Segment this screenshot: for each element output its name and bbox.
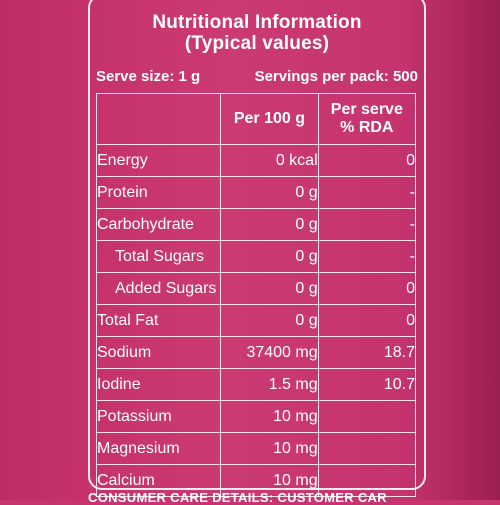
header-nutrient: [97, 94, 221, 145]
rda-value: -: [318, 177, 415, 209]
header-rda-line-2: % RDA: [319, 119, 415, 137]
rda-value: [318, 433, 415, 465]
per-100g-value: 1.5 mg: [221, 369, 318, 401]
nutrient-name: Total Fat: [97, 305, 221, 337]
header-per-100g: Per 100 g: [221, 94, 318, 145]
table-row: Carbohydrate 0 g -: [97, 209, 416, 241]
rda-value: -: [318, 241, 415, 273]
consumer-care-text: CONSUMER CARE DETAILS: CUSTOMER CAR: [88, 490, 500, 505]
rda-value: 10.7: [318, 369, 415, 401]
nutrient-name: Sodium: [97, 337, 221, 369]
per-100g-value: 0 g: [221, 241, 318, 273]
serving-info: Serve size: 1 g Servings per pack: 500: [88, 66, 426, 88]
nutrient-name: Carbohydrate: [97, 209, 221, 241]
per-100g-value: 37400 mg: [221, 337, 318, 369]
table-row: Added Sugars 0 g 0: [97, 273, 416, 305]
header-rda-line-1: Per serve: [319, 101, 415, 119]
table-row: Total Sugars 0 g -: [97, 241, 416, 273]
nutrition-title: Nutritional Information (Typical values): [88, 12, 426, 54]
table-row: Sodium 37400 mg 18.7: [97, 337, 416, 369]
per-100g-value: 0 kcal: [221, 145, 318, 177]
table-row: Energy 0 kcal 0: [97, 145, 416, 177]
rda-value: 0: [318, 145, 415, 177]
serve-size: Serve size: 1 g: [96, 68, 200, 85]
per-100g-value: 10 mg: [221, 401, 318, 433]
table-row: Protein 0 g -: [97, 177, 416, 209]
nutrient-name: Added Sugars: [97, 273, 221, 305]
title-line-1: Nutritional Information: [88, 12, 426, 33]
table-row: Iodine 1.5 mg 10.7: [97, 369, 416, 401]
rda-value: -: [318, 209, 415, 241]
nutrient-name: Protein: [97, 177, 221, 209]
nutrient-name: Potassium: [97, 401, 221, 433]
per-100g-value: 0 g: [221, 273, 318, 305]
rda-value: [318, 401, 415, 433]
table-row: Potassium 10 mg: [97, 401, 416, 433]
per-100g-value: 0 g: [221, 209, 318, 241]
header-per-serve-rda: Per serve % RDA: [318, 94, 415, 145]
rda-value: 0: [318, 305, 415, 337]
table-header-row: Per 100 g Per serve % RDA: [97, 94, 416, 145]
rda-value: 0: [318, 273, 415, 305]
nutrient-name: Energy: [97, 145, 221, 177]
table-row: Magnesium 10 mg: [97, 433, 416, 465]
title-line-2: (Typical values): [88, 33, 426, 54]
nutrition-table: Per 100 g Per serve % RDA Energy 0 kcal …: [96, 93, 416, 497]
per-100g-value: 10 mg: [221, 433, 318, 465]
nutrient-name: Iodine: [97, 369, 221, 401]
per-100g-value: 0 g: [221, 177, 318, 209]
nutrient-name: Total Sugars: [97, 241, 221, 273]
rda-value: 18.7: [318, 337, 415, 369]
nutrient-name: Magnesium: [97, 433, 221, 465]
servings-per-pack: Servings per pack: 500: [255, 68, 418, 85]
per-100g-value: 0 g: [221, 305, 318, 337]
table-row: Total Fat 0 g 0: [97, 305, 416, 337]
